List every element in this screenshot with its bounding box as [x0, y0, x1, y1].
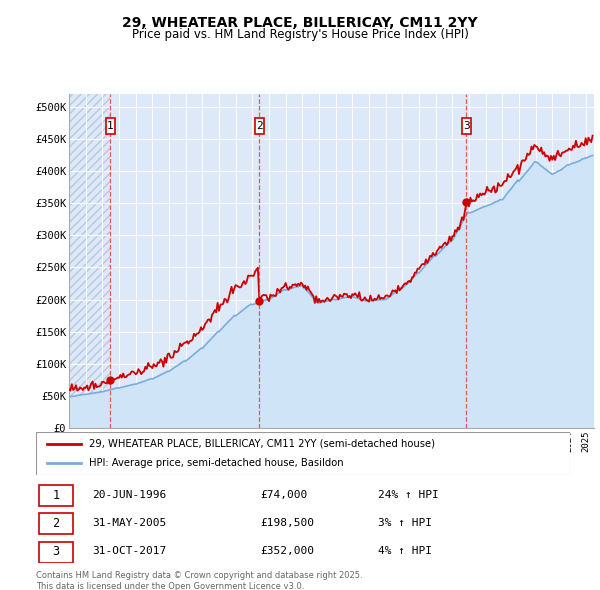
Text: 2: 2 — [256, 121, 263, 131]
FancyBboxPatch shape — [106, 119, 115, 134]
FancyBboxPatch shape — [38, 485, 73, 506]
Text: 3% ↑ HPI: 3% ↑ HPI — [378, 518, 432, 528]
Text: £74,000: £74,000 — [260, 490, 308, 500]
FancyBboxPatch shape — [254, 119, 264, 134]
FancyBboxPatch shape — [38, 542, 73, 563]
Text: £352,000: £352,000 — [260, 546, 314, 556]
Text: Price paid vs. HM Land Registry's House Price Index (HPI): Price paid vs. HM Land Registry's House … — [131, 28, 469, 41]
Text: 20-JUN-1996: 20-JUN-1996 — [92, 490, 166, 500]
Text: HPI: Average price, semi-detached house, Basildon: HPI: Average price, semi-detached house,… — [89, 458, 344, 468]
FancyBboxPatch shape — [36, 432, 570, 475]
FancyBboxPatch shape — [461, 119, 471, 134]
Text: Contains HM Land Registry data © Crown copyright and database right 2025.
This d: Contains HM Land Registry data © Crown c… — [36, 571, 362, 590]
Bar — [69, 94, 110, 428]
Text: 31-OCT-2017: 31-OCT-2017 — [92, 546, 166, 556]
Text: 29, WHEATEAR PLACE, BILLERICAY, CM11 2YY: 29, WHEATEAR PLACE, BILLERICAY, CM11 2YY — [122, 16, 478, 30]
Text: 3: 3 — [463, 121, 470, 131]
Text: 2: 2 — [52, 517, 59, 530]
Text: £198,500: £198,500 — [260, 518, 314, 528]
Text: 31-MAY-2005: 31-MAY-2005 — [92, 518, 166, 528]
Text: 3: 3 — [52, 545, 59, 558]
Text: 1: 1 — [107, 121, 113, 131]
Text: 4% ↑ HPI: 4% ↑ HPI — [378, 546, 432, 556]
FancyBboxPatch shape — [38, 513, 73, 535]
Text: 1: 1 — [52, 489, 59, 502]
Text: 24% ↑ HPI: 24% ↑ HPI — [378, 490, 439, 500]
Text: 29, WHEATEAR PLACE, BILLERICAY, CM11 2YY (semi-detached house): 29, WHEATEAR PLACE, BILLERICAY, CM11 2YY… — [89, 439, 436, 449]
